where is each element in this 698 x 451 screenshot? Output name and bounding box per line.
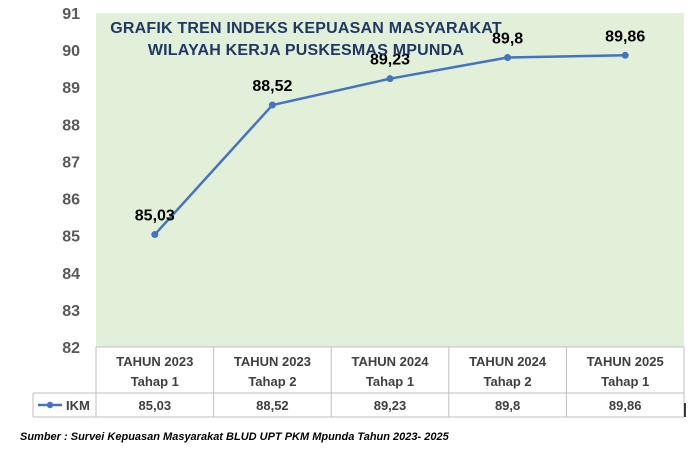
y-tick-label: 85 <box>62 229 80 246</box>
y-tick-label: 87 <box>62 154 80 171</box>
table-value-cell: 88,52 <box>256 398 289 413</box>
chart-title-line-1: GRAFIK TREN INDEKS KEPUASAN MASYARAKAT <box>110 20 502 37</box>
data-label: 89,8 <box>492 31 523 48</box>
y-tick-label: 86 <box>62 192 80 209</box>
table-value-cell: 89,86 <box>609 398 642 413</box>
x-category-label-line1: TAHUN 2025 <box>587 354 664 369</box>
data-label: 88,52 <box>252 78 292 95</box>
data-point <box>621 51 629 59</box>
x-category-label-line2: Tahap 1 <box>601 374 649 389</box>
data-label: 89,23 <box>370 52 410 69</box>
x-category-label-line1: TAHUN 2024 <box>469 354 547 369</box>
y-tick-label: 89 <box>62 80 80 97</box>
table-value-cell: 89,23 <box>374 398 407 413</box>
data-point <box>151 231 159 239</box>
y-tick-label: 82 <box>62 340 80 357</box>
table-value-cell: 85,03 <box>139 398 172 413</box>
x-category-label-line1: TAHUN 2023 <box>116 354 193 369</box>
plot-area <box>96 13 684 347</box>
data-label: 85,03 <box>135 208 175 225</box>
y-tick-label: 88 <box>62 117 80 134</box>
x-category-label-line2: Tahap 2 <box>484 374 532 389</box>
legend-marker-icon <box>46 401 54 409</box>
data-label: 89,86 <box>605 28 645 45</box>
legend-series-name: IKM <box>66 398 90 413</box>
source-note: Sumber : Survei Kepuasan Masyarakat BLUD… <box>20 431 449 443</box>
x-category-label-line1: TAHUN 2023 <box>234 354 311 369</box>
data-point <box>268 101 276 109</box>
x-category-label-line2: Tahap 1 <box>366 374 414 389</box>
y-tick-label: 91 <box>62 6 80 23</box>
y-tick-label: 83 <box>62 303 80 320</box>
chart-title-line-2: WILAYAH KERJA PUSKESMAS MPUNDA <box>147 42 465 59</box>
y-tick-label: 90 <box>62 43 80 60</box>
x-category-label-line1: TAHUN 2024 <box>351 354 429 369</box>
table-value-cell: 89,8 <box>495 398 520 413</box>
x-category-label-line2: Tahap 1 <box>131 374 179 389</box>
data-point <box>386 75 394 83</box>
data-point <box>504 54 512 62</box>
x-category-label-line2: Tahap 2 <box>248 374 296 389</box>
y-tick-label: 84 <box>62 266 80 283</box>
